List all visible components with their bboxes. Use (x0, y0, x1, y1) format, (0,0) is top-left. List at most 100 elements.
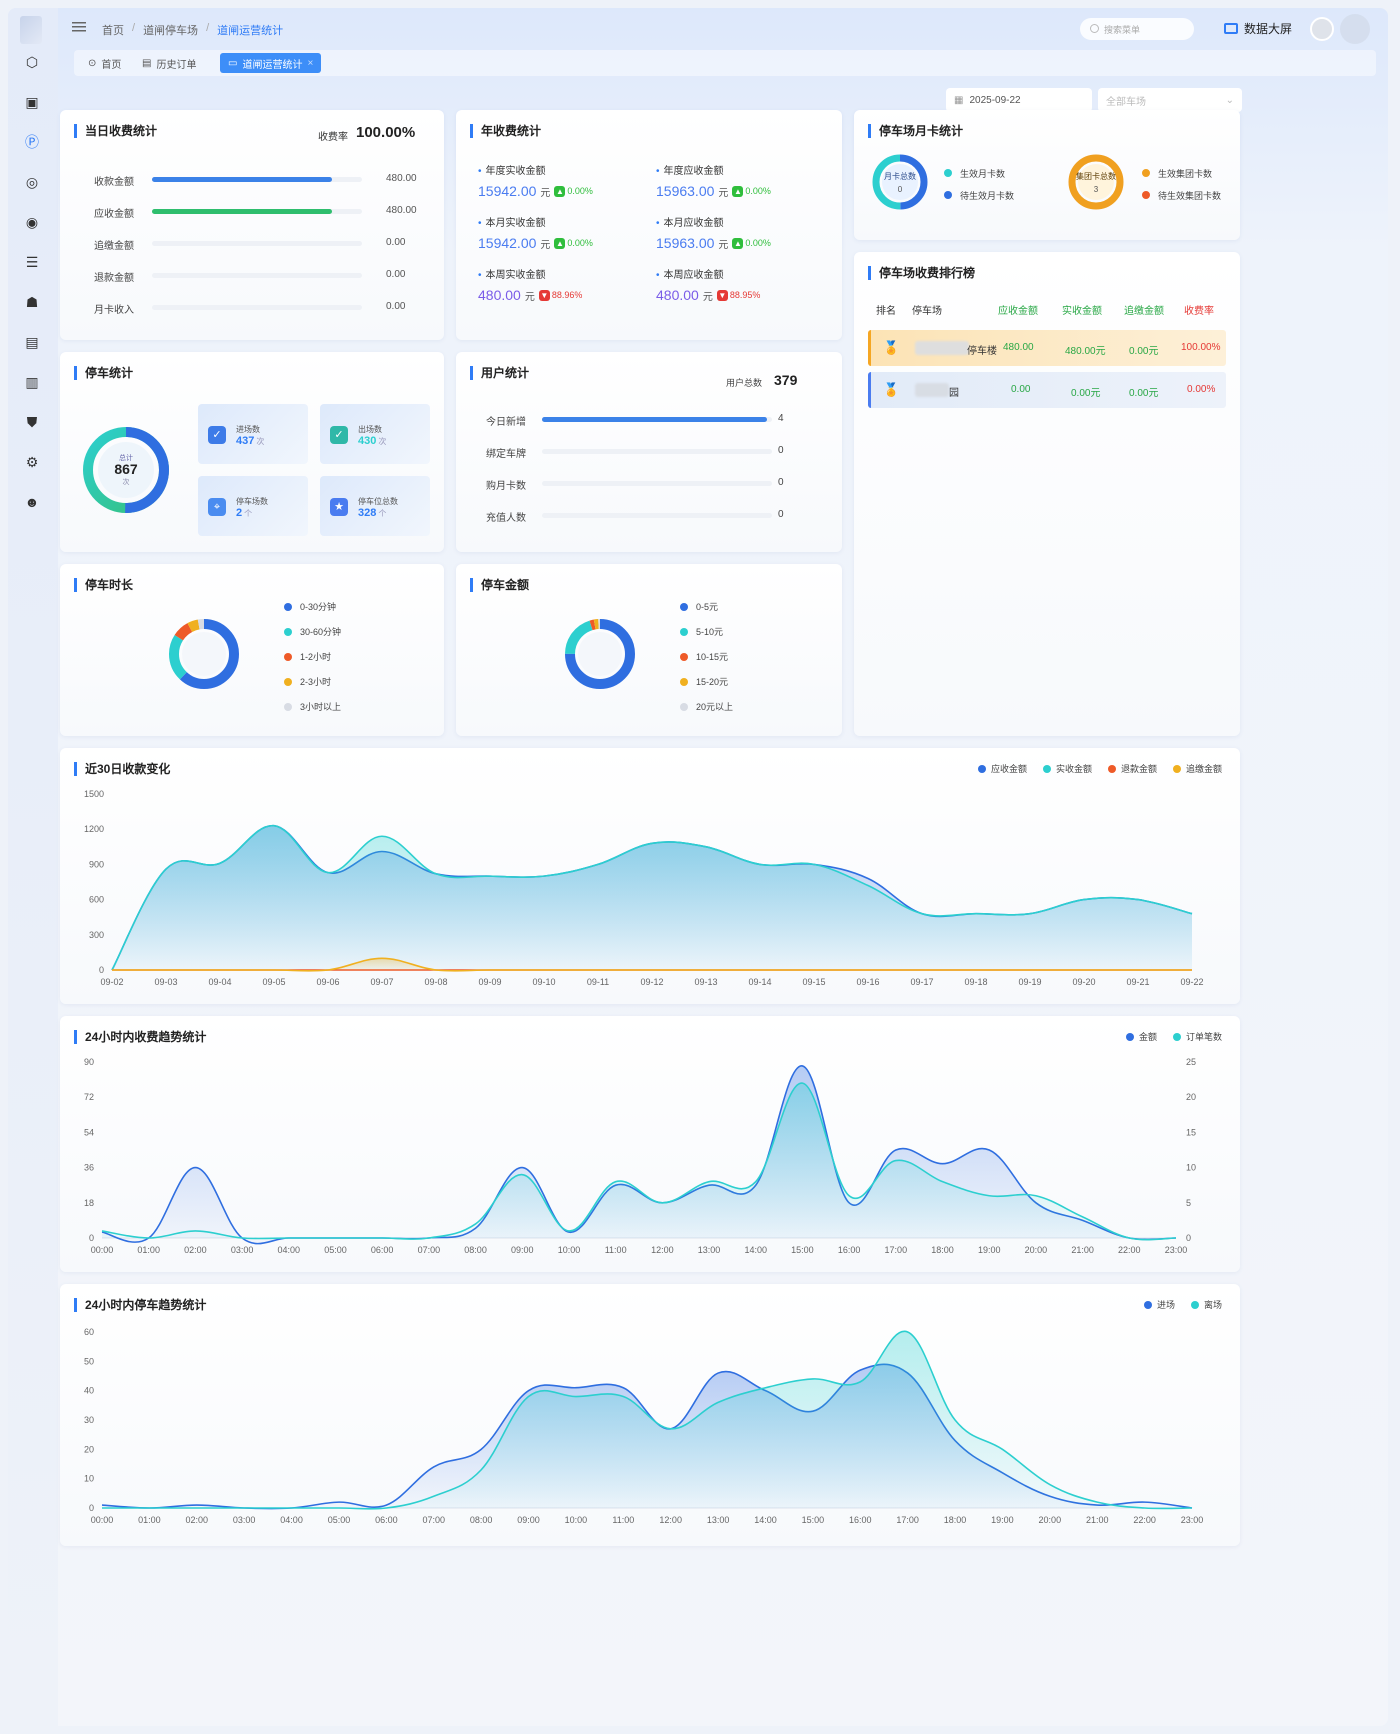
duration-legend: 0-30分钟 30-60分钟 1-2小时 2-3小时 3小时以上 (284, 594, 341, 719)
legend-item[interactable]: 30-60分钟 (284, 619, 341, 644)
x-tick-label: 09-18 (964, 977, 987, 987)
x-tick-label: 09-12 (640, 977, 663, 987)
legend-item[interactable]: 5-10元 (680, 619, 733, 644)
legend-item[interactable]: 10-15元 (680, 644, 733, 669)
annual-fee-value: 480.00 (478, 287, 521, 303)
rate: 100.00% (1181, 342, 1221, 353)
tab-home[interactable]: ⊙ 首页 (88, 57, 122, 71)
coin-icon[interactable]: ◎ (25, 173, 39, 190)
legend-item[interactable]: 订单笔数 (1172, 1030, 1222, 1043)
legend-item[interactable]: 实收金额 (1042, 762, 1092, 775)
users-icon[interactable]: ☗ (25, 293, 39, 310)
annual-fee-item: 本周应收金额 480.00 元 ▼88.95% (656, 266, 826, 303)
legend-item[interactable]: 1-2小时 (284, 644, 341, 669)
monitor-icon[interactable]: ▣ (25, 93, 39, 110)
user-avatar[interactable] (1340, 14, 1370, 44)
avatar[interactable] (1310, 17, 1334, 41)
user-stats-card: 用户统计 用户总数 379 今日新增 4 绑定车牌 0 购月卡数 0 充值人数 0 (456, 352, 842, 552)
legend-dot (680, 652, 688, 661)
menu-icon[interactable] (72, 20, 86, 34)
legend-item[interactable]: 2-3小时 (284, 669, 341, 694)
legend-dot (944, 191, 952, 199)
tab-history-orders[interactable]: ▤ 历史订单 (142, 57, 197, 71)
user-row-track (542, 513, 772, 518)
breadcrumb-item[interactable]: 道闸停车场 (143, 25, 199, 37)
unit: 元 (540, 239, 551, 251)
trend-badge: ▲ 0.00% (732, 237, 771, 249)
legend-item[interactable]: 金额 (1125, 1030, 1157, 1043)
annual-fee-label: 本月应收金额 (656, 214, 826, 229)
bigscreen-label: 数据大屏 (1243, 22, 1292, 36)
annual-fee-value: 15963.00 (656, 183, 715, 199)
user-row-track (542, 449, 772, 454)
date-picker[interactable]: ▦ 2025-09-22 (946, 88, 1092, 112)
trend-badge: ▼ 88.95% (716, 289, 760, 301)
card-title: 停车金额 (470, 578, 529, 592)
legend-item[interactable]: 退款金额 (1107, 762, 1157, 775)
today-fee-card: 当日收费统计 收费率 100.00% 收款金额 480.00 应收金额 480.0… (60, 110, 444, 340)
list-icon[interactable]: ☰ (25, 253, 39, 270)
chart-title: 近30日收款变化 (74, 762, 170, 776)
legend-item[interactable]: 进场 (1143, 1298, 1175, 1311)
parking-icon[interactable]: Ⓟ (25, 134, 39, 150)
annual-fee-item: 本月实收金额 15942.00 元 ▲0.00% (478, 214, 648, 251)
lot-name-mask (915, 383, 949, 397)
legend-label: 30-60分钟 (300, 627, 342, 637)
user-total-label: 用户总数 (726, 378, 763, 388)
legend-label: 待生效集团卡数 (1158, 190, 1222, 201)
lot-select[interactable]: 全部车场 ⌄ (1098, 88, 1242, 112)
user-row-track (542, 417, 772, 422)
x-tick-label: 10:00 (565, 1515, 588, 1525)
shield-icon[interactable]: ⛊ (26, 413, 38, 430)
x-tick-label: 00:00 (91, 1515, 114, 1525)
legend-item[interactable]: 追缴金额 (1172, 762, 1222, 775)
fee-label: 月卡收入 (94, 305, 134, 316)
tab-operation-stats[interactable]: ▭ 道闸运营统计 × (220, 53, 322, 73)
x-tick-label: 19:00 (991, 1515, 1014, 1525)
legend-label: 3小时以上 (300, 702, 342, 712)
legend-label: 进场 (1156, 1300, 1175, 1310)
x-tick-label: 03:00 (231, 1245, 254, 1255)
x-tick-label: 09-14 (748, 977, 771, 987)
settings-icon[interactable]: ⚙ (25, 453, 39, 470)
x-tick-label: 09-17 (910, 977, 933, 987)
target-icon[interactable]: ◉ (25, 213, 39, 230)
table-row[interactable]: 🏅 园 0.00 0.00元 0.00元 0.00% (868, 372, 1226, 408)
x-tick-label: 09-03 (154, 977, 177, 987)
rate: 0.00% (1187, 384, 1216, 395)
breadcrumb-item[interactable]: 首页 (102, 25, 124, 37)
legend-item[interactable]: 0-5元 (680, 594, 733, 619)
x-tick-label: 07:00 (418, 1245, 441, 1255)
y-tick-label: 40 (84, 1386, 94, 1396)
lot-placeholder: 全部车场 (1106, 96, 1146, 108)
user-icon[interactable]: ☻ (24, 494, 40, 510)
trend-badge: ▲ 0.00% (554, 237, 593, 249)
x-tick-label: 16:00 (849, 1515, 872, 1525)
search-input[interactable]: 搜索菜单 (1080, 18, 1194, 40)
y-tick-label: 300 (89, 930, 104, 940)
trend-badge: ▲ 0.00% (732, 185, 771, 197)
legend-item[interactable]: 15-20元 (680, 669, 733, 694)
legend-dot (284, 602, 292, 611)
fee-label: 退款金额 (94, 273, 134, 284)
legend-item[interactable]: 应收金额 (977, 762, 1027, 775)
table-row[interactable]: 🏅 停车楼 480.00 480.00元 0.00元 100.00% (868, 330, 1226, 366)
legend-item[interactable]: 3小时以上 (284, 694, 341, 719)
legend-item[interactable]: 0-30分钟 (284, 594, 341, 619)
screen-icon[interactable]: ▤ (25, 333, 39, 350)
col-rate: 收费率 (1184, 306, 1214, 317)
y-tick-label: 600 (89, 895, 104, 905)
chart-icon[interactable]: ▥ (25, 373, 39, 390)
legend-item[interactable]: 离场 (1190, 1298, 1222, 1311)
legend-dot (1172, 764, 1181, 773)
x-tick-label: 13:00 (707, 1515, 730, 1525)
close-icon[interactable]: × (307, 57, 314, 69)
legend-item[interactable]: 20元以上 (680, 694, 733, 719)
user-row-label: 绑定车牌 (486, 449, 526, 460)
x-tick-label: 09-10 (532, 977, 555, 987)
legend-dot (284, 652, 292, 661)
cube-icon[interactable]: ⬡ (25, 53, 39, 70)
monitor-icon (1223, 23, 1238, 34)
bigscreen-button[interactable]: 数据大屏 (1223, 20, 1292, 37)
x-tick-label: 08:00 (470, 1515, 493, 1525)
